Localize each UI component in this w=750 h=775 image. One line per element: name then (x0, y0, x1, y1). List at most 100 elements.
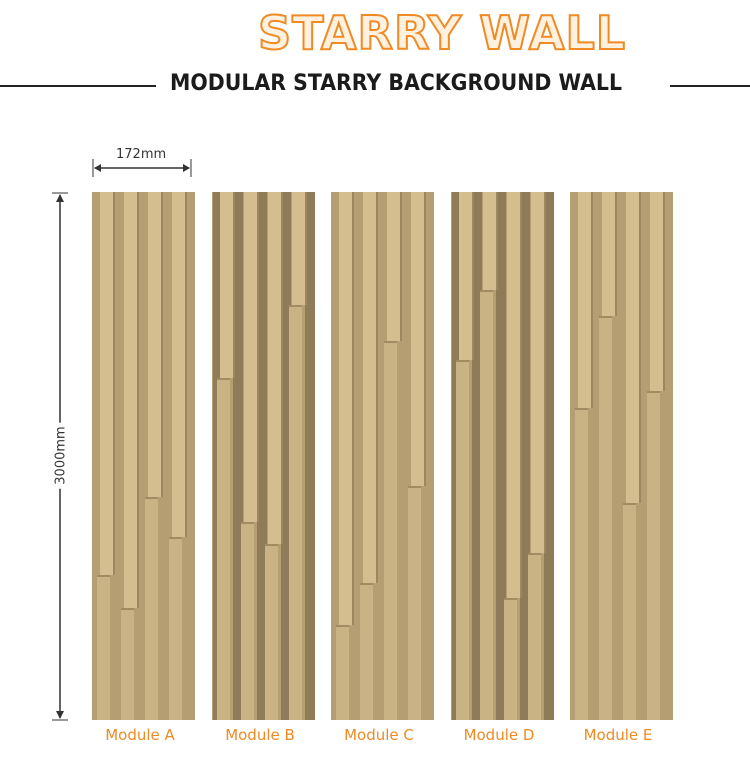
slat-shadow (352, 192, 354, 625)
panel-groove (233, 192, 243, 720)
panel-slat-lower (217, 378, 230, 720)
slat-shadow (305, 192, 307, 305)
slat-step-edge (647, 391, 660, 393)
panel-groove (332, 192, 342, 720)
panel-slat-upper (268, 192, 281, 544)
panel-slat-lower (575, 408, 588, 720)
panel-slat-upper (244, 192, 257, 522)
slat-shadow (376, 192, 378, 583)
slat-step-edge (241, 522, 254, 524)
slat-shadow (663, 192, 665, 391)
panel-groove (663, 192, 673, 720)
panel-slat-upper (650, 192, 663, 391)
panel-slat-lower (241, 522, 254, 720)
slat-shadow (400, 192, 402, 341)
panel-slat-lower (384, 341, 397, 720)
slat-step-edge (360, 583, 373, 585)
panel-slat-upper (100, 192, 113, 575)
panel-slat-upper (411, 192, 424, 486)
panel-slat-upper (148, 192, 161, 497)
panel-groove (352, 192, 362, 720)
panel-groove (424, 192, 434, 720)
slat-step-edge (575, 408, 588, 410)
slat-step-edge (169, 537, 182, 539)
panel-slat-upper (602, 192, 615, 316)
height-dimension: 3000mm (50, 192, 70, 722)
panel-slat-upper (459, 192, 472, 360)
panel-slat-lower (504, 598, 517, 720)
panel-slat-lower (169, 537, 182, 720)
panel-slat-lower (480, 290, 493, 720)
slat-step-edge (623, 503, 636, 505)
panel-groove (137, 192, 147, 720)
module-label: Module A (105, 726, 175, 744)
module-label: Module D (463, 726, 535, 744)
panel-groove (305, 192, 315, 720)
panel-slat-lower (623, 503, 636, 720)
panel-groove (93, 192, 103, 720)
module-label: Module C (344, 726, 414, 744)
panel-slat-lower (336, 625, 349, 720)
panel-groove (639, 192, 649, 720)
panel-groove (496, 192, 506, 720)
slat-shadow (233, 192, 235, 378)
panel-slat-upper (578, 192, 591, 408)
panel-slat-upper (507, 192, 520, 598)
slat-shadow (424, 192, 426, 486)
subtitle: MODULAR STARRY BACKGROUND WALL (170, 71, 623, 96)
panel-slat-upper (483, 192, 496, 290)
slat-step-edge (217, 378, 230, 380)
slat-shadow (137, 192, 139, 608)
height-label: 3000mm (53, 422, 69, 489)
panel-slat-lower (456, 360, 469, 720)
slat-step-edge (408, 486, 421, 488)
module-label: Module B (225, 726, 295, 744)
slat-step-edge (456, 360, 469, 362)
panel-slat-upper (387, 192, 400, 341)
panel-groove (161, 192, 171, 720)
module-label: Module E (583, 726, 653, 744)
slat-step-edge (336, 625, 349, 627)
panel-slat-lower (265, 544, 278, 720)
panel-slat-upper (626, 192, 639, 503)
slat-shadow (591, 192, 593, 408)
panel-slat-lower (360, 583, 373, 720)
slat-shadow (496, 192, 498, 290)
subtitle-bar: MODULAR STARRY BACKGROUND WALL (0, 70, 750, 100)
slat-shadow (281, 192, 283, 544)
panel-groove (257, 192, 267, 720)
panel-slat-lower (408, 486, 421, 720)
slat-shadow (257, 192, 259, 522)
panel-slat-upper (339, 192, 352, 625)
slat-shadow (615, 192, 617, 316)
width-arrow-icon (92, 159, 192, 177)
panel-slat-upper (124, 192, 137, 608)
panel-groove (113, 192, 123, 720)
slat-step-edge (528, 553, 541, 555)
panel-slat-lower (647, 391, 660, 720)
slat-shadow (185, 192, 187, 537)
panel-slat-upper (220, 192, 233, 378)
page-title: STARRY WALL (257, 5, 627, 61)
panel-slat-upper (292, 192, 305, 305)
slat-shadow (161, 192, 163, 497)
slat-step-edge (384, 341, 397, 343)
slat-step-edge (289, 305, 302, 307)
panel-groove (615, 192, 625, 720)
slat-step-edge (504, 598, 517, 600)
slat-shadow (520, 192, 522, 598)
panel-groove (400, 192, 410, 720)
panel-groove (591, 192, 601, 720)
panel-groove (520, 192, 530, 720)
panel-slat-upper (172, 192, 185, 537)
panel-slat-lower (145, 497, 158, 720)
slat-step-edge (97, 575, 110, 577)
panel-slat-lower (97, 575, 110, 720)
panel-groove (544, 192, 554, 720)
panel-groove (281, 192, 291, 720)
slat-step-edge (145, 497, 158, 499)
panel-groove (376, 192, 386, 720)
panel-slat-upper (531, 192, 544, 553)
panel-slat-lower (289, 305, 302, 720)
slat-step-edge (265, 544, 278, 546)
